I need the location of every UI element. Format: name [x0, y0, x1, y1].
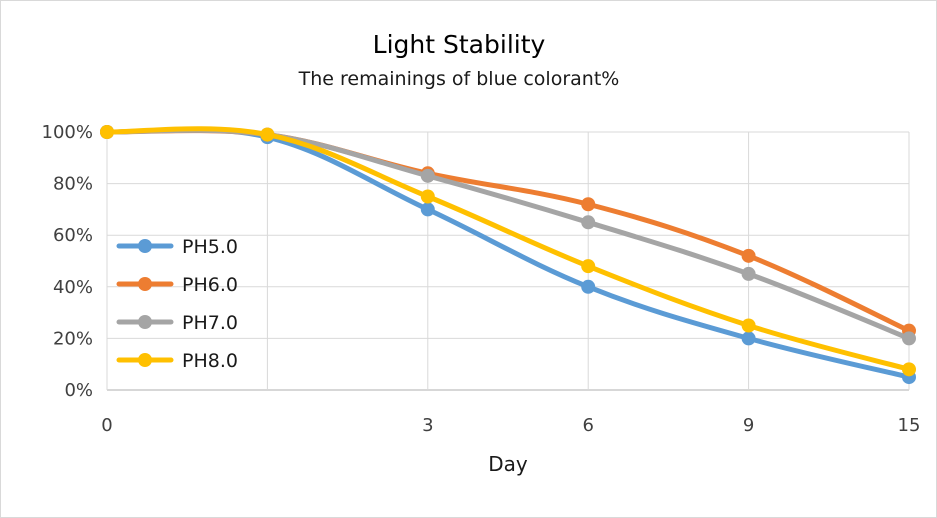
- y-tick-label: 0%: [64, 380, 93, 401]
- data-point: [741, 331, 756, 346]
- y-tick-label: 20%: [53, 328, 93, 349]
- data-point: [420, 202, 435, 217]
- x-tick-label: 3: [422, 415, 433, 436]
- data-point: [741, 248, 756, 263]
- series-line: [104, 127, 912, 341]
- x-axis-label: Day: [488, 452, 528, 476]
- y-tick-labels: 0% 20% 40% 60% 80% 100%: [42, 122, 93, 401]
- legend-label: PH8.0: [182, 350, 238, 372]
- data-point: [902, 362, 916, 377]
- data-point: [741, 318, 756, 333]
- data-point: [260, 127, 275, 142]
- legend-item: PH5.0: [116, 236, 238, 258]
- series-ph8-0: [100, 125, 916, 377]
- legend-item: PH7.0: [116, 312, 238, 334]
- data-point: [420, 168, 435, 183]
- x-tick-label: 15: [898, 415, 921, 436]
- x-tick-labels: 0 3 6 9 15: [101, 415, 920, 436]
- legend-label: PH7.0: [182, 312, 238, 334]
- x-tick-label: 6: [582, 415, 593, 436]
- legend-swatch-marker: [138, 277, 152, 291]
- legend-item: PH8.0: [116, 350, 238, 372]
- x-tick-label: 9: [743, 415, 754, 436]
- data-point: [902, 331, 916, 346]
- data-point: [581, 279, 596, 294]
- legend-label: PH5.0: [182, 236, 238, 258]
- y-tick-label: 100%: [42, 122, 93, 143]
- legend: PH5.0 PH6.0 PH7.0 PH8.0: [116, 236, 238, 372]
- data-point: [581, 259, 596, 274]
- series-layer: [100, 125, 916, 385]
- chart-title: Light Stability: [373, 30, 546, 59]
- chart-subtitle: The remainings of blue colorant%: [298, 68, 620, 90]
- x-tick-label: 0: [101, 415, 112, 436]
- legend-item: PH6.0: [116, 274, 238, 296]
- data-point: [100, 125, 114, 139]
- data-point: [420, 189, 435, 204]
- legend-swatch-marker: [138, 239, 152, 253]
- data-point: [741, 266, 756, 281]
- y-tick-label: 60%: [53, 225, 93, 246]
- series-line: [104, 126, 912, 372]
- legend-label: PH6.0: [182, 274, 238, 296]
- data-point: [581, 197, 596, 212]
- y-tick-label: 40%: [53, 277, 93, 298]
- legend-swatch-marker: [138, 315, 152, 329]
- y-tick-label: 80%: [53, 174, 93, 195]
- data-point: [581, 215, 596, 230]
- legend-swatch-marker: [138, 353, 152, 367]
